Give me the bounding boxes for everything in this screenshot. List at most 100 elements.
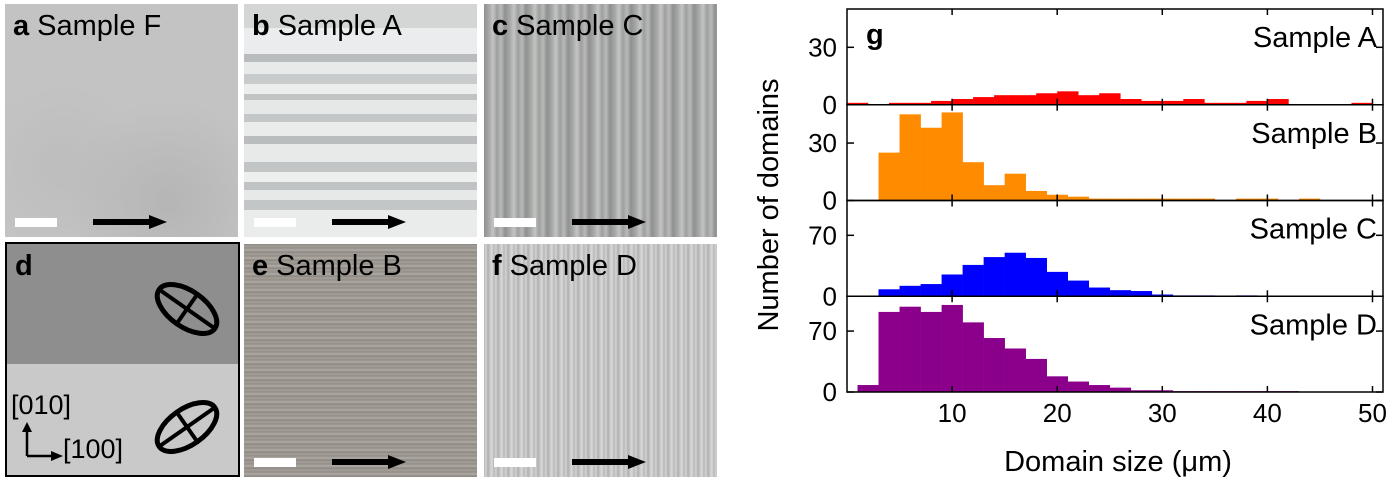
histogram-bar-sample-d-11 xyxy=(1088,385,1111,392)
histogram-bar-sample-b-7 xyxy=(1025,190,1047,201)
y-tick-label-sample-d-0: 0 xyxy=(823,377,837,407)
y-tick-label-sample-c-70: 70 xyxy=(808,220,837,250)
micrograph-panel-c: c Sample C xyxy=(484,4,717,237)
scale-bar xyxy=(494,218,536,227)
scale-bar xyxy=(254,218,296,227)
y-tick-label-sample-b-30: 30 xyxy=(808,128,837,158)
histogram-bar-sample-a-0 xyxy=(847,102,869,105)
y-tick-label-sample-a-0: 0 xyxy=(823,90,837,120)
schematic-panel-d: d [010] [100] xyxy=(5,242,240,477)
x-axis-label: Domain size (μm) xyxy=(1004,446,1232,478)
histogram-bar-sample-b-4 xyxy=(962,162,984,201)
panel-label-f: f Sample D xyxy=(492,250,637,282)
histogram-bar-sample-c-8 xyxy=(1046,271,1069,297)
histogram-bar-sample-b-10 xyxy=(1088,198,1111,201)
histogram-bar-sample-a-8 xyxy=(1036,93,1058,105)
histogram-bar-sample-b-3 xyxy=(941,112,963,201)
y-tick-label-sample-a-30: 30 xyxy=(808,32,837,62)
histogram-bar-sample-a-11 xyxy=(1099,93,1121,105)
micrograph-panel-f: f Sample D xyxy=(484,244,717,477)
ellipsoid-top-icon xyxy=(154,282,220,336)
direction-arrow-icon xyxy=(332,215,406,229)
histogram-bar-sample-a-15 xyxy=(1183,99,1205,105)
histogram-bar-sample-c-2 xyxy=(920,284,942,297)
histogram-bar-sample-a-3 xyxy=(931,100,953,105)
panel-label-d: d xyxy=(15,250,33,282)
histogram-bar-sample-c-11 xyxy=(1109,290,1132,297)
histogram-bar-sample-c-12 xyxy=(1130,291,1153,297)
direction-arrow-icon xyxy=(572,455,646,469)
series-label-sample-d: Sample D xyxy=(1250,309,1377,341)
direction-arrow-icon xyxy=(572,215,646,229)
histogram-bar-sample-c-3 xyxy=(941,274,963,297)
micrograph-panel-e: e Sample B xyxy=(244,244,477,477)
histogram-bar-sample-a-17 xyxy=(1225,102,1247,105)
histogram-bar-sample-b-6 xyxy=(1004,173,1026,201)
x-tick-label-30: 30 xyxy=(1148,398,1177,428)
y-tick-label-sample-d-70: 70 xyxy=(808,316,837,346)
histogram-bar-sample-a-19 xyxy=(1267,99,1289,105)
histogram-bar-sample-a-14 xyxy=(1162,100,1184,105)
histogram-bar-sample-d-1 xyxy=(878,311,900,392)
histogram-bar-sample-d-6 xyxy=(983,338,1005,392)
panel-label-c: c Sample C xyxy=(492,10,644,42)
histogram-bar-sample-a-6 xyxy=(994,95,1016,105)
histogram-bar-sample-b-16 xyxy=(1235,198,1258,201)
histogram-bar-sample-d-2 xyxy=(899,306,921,392)
histogram-bar-sample-c-5 xyxy=(983,257,1005,297)
histogram-bar-sample-a-7 xyxy=(1015,95,1037,105)
y-axis-label: Number of domains xyxy=(753,78,785,331)
x-tick-label-10: 10 xyxy=(938,398,967,428)
panel-label-e: e Sample B xyxy=(252,250,402,282)
histogram-bar-sample-b-9 xyxy=(1067,196,1090,201)
histogram-bar-sample-d-9 xyxy=(1046,376,1069,392)
histogram-bar-sample-c-6 xyxy=(1004,252,1026,297)
scale-bar xyxy=(494,458,536,467)
histogram-bar-sample-d-7 xyxy=(1004,348,1026,392)
histogram-bar-sample-a-20 xyxy=(1351,102,1373,105)
histogram-bar-sample-c-0 xyxy=(878,289,900,297)
histogram-bar-sample-b-2 xyxy=(920,127,942,201)
histogram-bar-sample-b-0 xyxy=(878,152,900,201)
direction-label-010: [010] xyxy=(11,390,72,420)
scale-bar xyxy=(15,218,57,227)
histogram-bar-sample-c-10 xyxy=(1088,287,1111,297)
histogram-bar-sample-d-13 xyxy=(1130,390,1153,392)
histogram-bar-sample-c-1 xyxy=(899,285,921,297)
panel-label-a: a Sample F xyxy=(13,10,162,42)
histogram-bar-sample-a-2 xyxy=(910,102,932,105)
histogram-bar-sample-b-1 xyxy=(899,114,921,201)
histogram-bar-sample-d-3 xyxy=(920,311,942,392)
x-tick-label-40: 40 xyxy=(1253,398,1282,428)
micrograph-panel-b: b Sample A xyxy=(244,4,477,237)
histogram-bar-sample-b-12 xyxy=(1130,198,1153,201)
x-tick-label-20: 20 xyxy=(1043,398,1072,428)
series-label-sample-a: Sample A xyxy=(1253,22,1378,54)
histogram-bar-sample-a-5 xyxy=(973,97,995,105)
series-label-sample-b: Sample B xyxy=(1251,118,1377,150)
histogram-bar-sample-a-4 xyxy=(952,99,974,105)
histogram-bar-sample-a-13 xyxy=(1141,100,1163,105)
panel-label-g: g xyxy=(866,19,884,51)
direction-label-100: [100] xyxy=(63,434,124,464)
histogram-bar-sample-d-0 xyxy=(857,385,879,392)
histogram-bar-sample-d-8 xyxy=(1025,358,1047,392)
histogram-bar-sample-c-9 xyxy=(1067,280,1090,297)
histogram-bar-sample-a-1 xyxy=(889,102,911,105)
panel-frame-sample-d xyxy=(846,295,1384,393)
ellipsoid-bottom-icon xyxy=(154,400,220,454)
direction-arrow-icon xyxy=(332,455,406,469)
histogram-bar-sample-b-15 xyxy=(1193,198,1216,201)
histogram-bar-sample-a-12 xyxy=(1120,99,1142,105)
histogram-bar-sample-d-4 xyxy=(941,304,963,392)
histogram-bar-sample-d-12 xyxy=(1109,387,1132,392)
y-tick-label-sample-c-0: 0 xyxy=(823,281,837,311)
scale-bar xyxy=(254,458,296,467)
histogram-bar-sample-a-10 xyxy=(1078,95,1100,105)
histogram-bar-sample-b-14 xyxy=(1172,198,1195,201)
direction-arrow-icon xyxy=(93,215,167,229)
histogram-bar-sample-c-7 xyxy=(1025,257,1047,297)
histogram-bar-sample-a-9 xyxy=(1057,91,1079,105)
histogram-bar-sample-b-5 xyxy=(983,185,1005,201)
